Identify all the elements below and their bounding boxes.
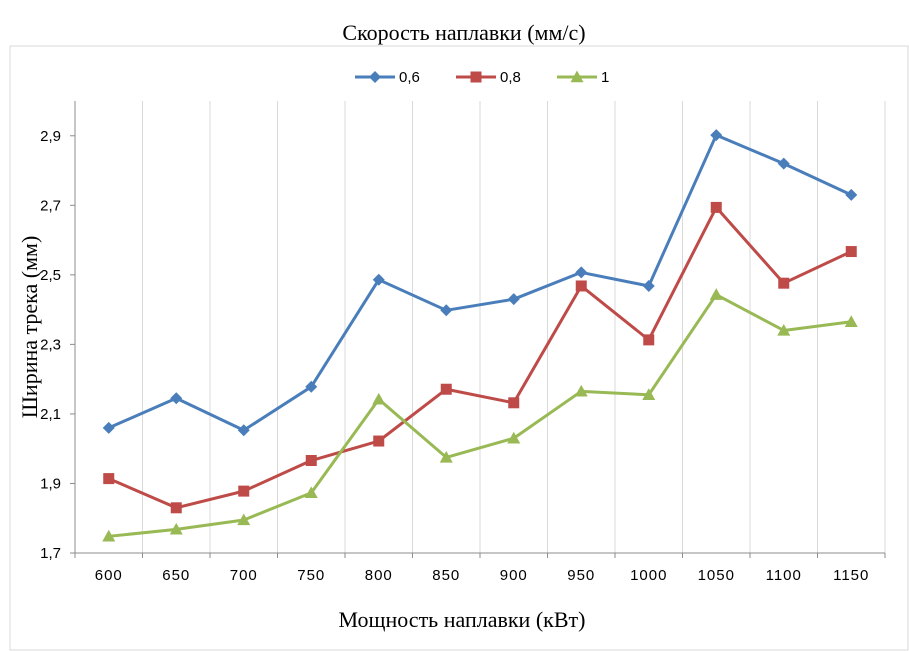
data-point: [439, 450, 453, 463]
legend-item: 0,8: [456, 69, 521, 86]
x-tick-label: 900: [500, 567, 528, 584]
data-point: [642, 279, 655, 292]
series-2: [103, 201, 857, 514]
y-tick-label: 2,5: [40, 267, 61, 284]
data-point: [372, 273, 385, 286]
data-point: [575, 280, 587, 292]
y-tick-label: 2,9: [40, 128, 61, 145]
y-tick-labels: 1,7 1,9 2,1 2,3 2,5 2,7 2,9: [40, 128, 75, 562]
data-point: [305, 455, 317, 467]
data-point: [305, 380, 318, 393]
y-tick-label: 1,7: [40, 545, 61, 562]
series-1: [102, 129, 858, 437]
data-point: [237, 424, 250, 437]
data-point: [575, 266, 588, 279]
data-point: [643, 334, 655, 346]
y-tick-label: 1,9: [40, 475, 61, 492]
legend: 0,6 0,8 1: [355, 69, 609, 86]
legend-marker: [570, 70, 584, 83]
data-point: [238, 485, 250, 497]
data-point: [507, 431, 521, 444]
data-point: [507, 293, 520, 306]
data-point: [440, 304, 453, 317]
data-point: [170, 502, 182, 514]
data-point: [844, 315, 858, 327]
y-tick-label: 2,7: [40, 197, 61, 214]
legend-marker: [369, 71, 381, 83]
data-point: [169, 522, 183, 535]
legend-label: 0,6: [399, 69, 420, 86]
data-point: [709, 288, 723, 300]
data-point: [777, 323, 791, 336]
data-point: [508, 397, 520, 409]
legend-item: 0,6: [355, 69, 420, 86]
x-tick-labels: 600 650 700 750 800 850 900 950 1000 1050 1100 1150: [74, 553, 886, 584]
data-point: [710, 201, 722, 213]
x-tick-label: 800: [365, 567, 393, 584]
data-point: [440, 383, 452, 395]
data-point: [845, 188, 858, 201]
data-point: [237, 513, 251, 526]
series-line: [108, 133, 852, 432]
x-tick-label: 600: [95, 567, 123, 584]
grid-lines: [74, 101, 886, 553]
data-point: [777, 157, 790, 170]
data-point: [710, 129, 723, 142]
data-point: [103, 473, 115, 485]
legend-marker: [470, 71, 482, 83]
x-tick-label: 1050: [698, 567, 735, 584]
series-3: [102, 288, 858, 542]
y-axis-label: Ширина трека (мм): [17, 236, 42, 419]
x-tick-label: 1100: [766, 567, 802, 584]
y-tick-label: 2,1: [40, 406, 61, 423]
x-tick-label: 850: [432, 567, 460, 584]
data-point: [170, 392, 183, 405]
data-point: [845, 246, 857, 258]
data-point: [102, 529, 116, 542]
data-point: [642, 388, 656, 400]
data-point: [373, 435, 385, 447]
series-line: [108, 205, 852, 510]
x-axis-label: Мощность наплавки (кВт): [339, 607, 586, 632]
x-tick-label: 950: [567, 567, 595, 584]
chart-title: Скорость наплавки (мм/с): [342, 20, 585, 45]
x-tick-label: 1150: [833, 567, 869, 584]
y-tick-label: 2,3: [40, 336, 61, 353]
data-point: [102, 421, 115, 434]
series-group: [102, 129, 858, 542]
x-tick-label: 650: [162, 567, 190, 584]
series-line: [108, 293, 852, 538]
data-point: [372, 392, 386, 405]
legend-item: 1: [557, 69, 609, 86]
plot-area-frame: [9, 45, 909, 651]
x-tick-label: 1000: [630, 567, 667, 584]
x-tick-label: 700: [230, 567, 258, 584]
legend-label: 1: [601, 69, 609, 86]
x-tick-label: 750: [297, 567, 325, 584]
data-point: [778, 277, 790, 289]
legend-label: 0,8: [500, 69, 521, 86]
data-point: [304, 486, 318, 499]
data-point: [574, 384, 588, 397]
